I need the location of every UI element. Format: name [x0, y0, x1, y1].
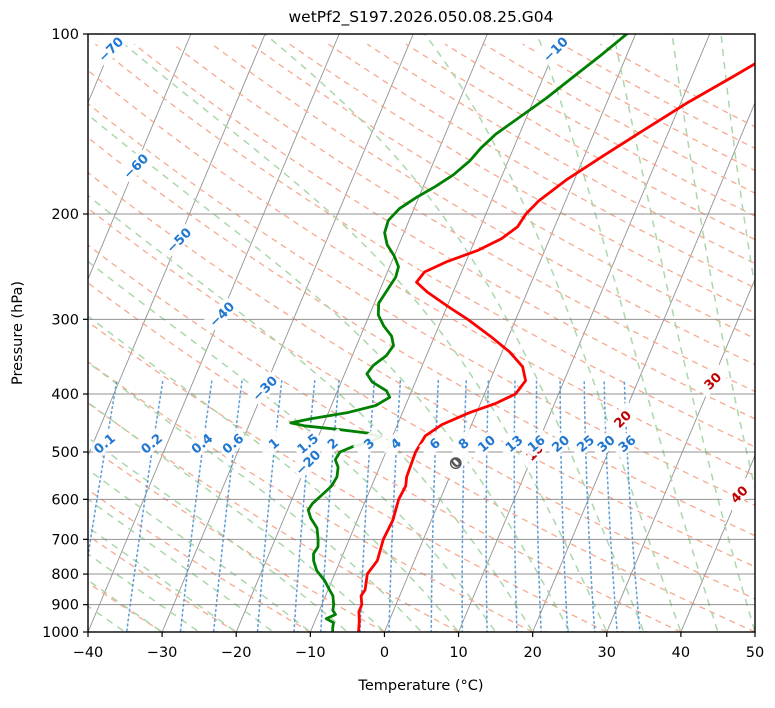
- x-tick-label: −20: [221, 645, 252, 661]
- y-tick-label: 800: [51, 567, 79, 583]
- page-title: wetPf2_S197.2026.050.08.25.G04: [289, 8, 554, 27]
- y-tick-label: 600: [51, 492, 79, 508]
- y-axis-label: Pressure (hPa): [10, 281, 26, 385]
- plot-border: [87, 33, 756, 633]
- y-tick-label: 300: [51, 312, 79, 328]
- mixing-ratio-label: 3: [352, 428, 385, 459]
- y-tick-label: 200: [51, 207, 79, 223]
- x-axis-label: Temperature (°C): [357, 678, 483, 694]
- mixing-ratio-label: 8: [447, 428, 480, 459]
- mixing-ratio-label: 2: [316, 428, 349, 459]
- x-tick-label: 30: [598, 645, 616, 661]
- dewpoint-curve: [289, 34, 629, 632]
- y-tick-label: 1000: [42, 625, 79, 641]
- mixing-ratio-label: 4: [379, 428, 412, 459]
- x-tick-label: 50: [746, 645, 764, 661]
- background-gridlines: [88, 34, 755, 632]
- x-tick-label: −40: [73, 645, 104, 661]
- x-tick-label: 0: [380, 645, 389, 661]
- x-axis-ticks: −40 −30 −20 −10 0 10 20 30 40 50: [73, 632, 764, 661]
- y-tick-label: 100: [51, 27, 79, 43]
- y-axis-ticks: 100 200 300 400 500 600 700 800 900 1000: [42, 27, 88, 641]
- temperature-curve: [357, 62, 755, 632]
- y-tick-label: 500: [51, 445, 79, 461]
- y-tick-label: 400: [51, 387, 79, 403]
- mixing-ratio-label: 6: [418, 428, 451, 459]
- mixing-ratio-label: 1: [257, 428, 290, 459]
- x-tick-label: 10: [449, 645, 467, 661]
- x-tick-label: −10: [295, 645, 326, 661]
- zero-marker: [449, 457, 462, 470]
- plot-area-background: [88, 34, 755, 632]
- y-tick-label: 900: [51, 598, 79, 614]
- x-tick-label: 20: [523, 645, 541, 661]
- y-tick-label: 700: [51, 532, 79, 548]
- x-tick-label: −30: [147, 645, 178, 661]
- isotherm-label: −10: [537, 34, 573, 67]
- x-tick-label: 40: [672, 645, 690, 661]
- sounding-curves: [289, 34, 755, 632]
